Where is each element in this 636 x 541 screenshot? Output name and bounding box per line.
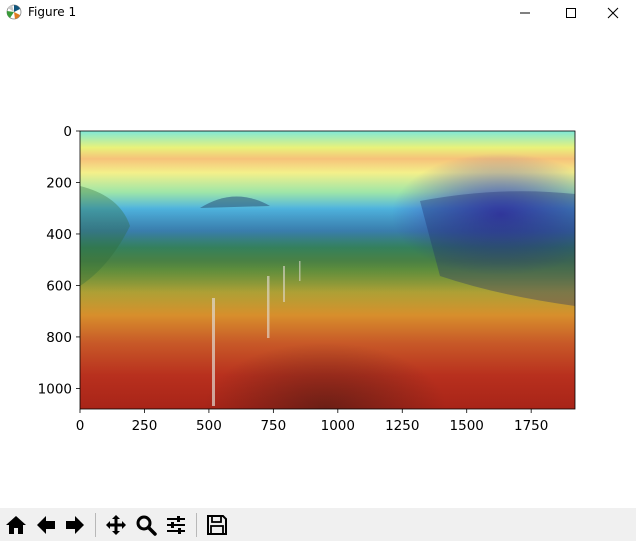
x-tick-label: 1750 (514, 418, 548, 434)
close-icon (607, 7, 619, 19)
forward-arrow-icon (66, 516, 84, 534)
window-title: Figure 1 (28, 5, 77, 19)
heatmap-overlay-image (80, 131, 575, 409)
figure-canvas[interactable]: 0 250 500 750 1000 1250 1500 1750 0 200 400 600 800… (0, 26, 636, 508)
x-tick-label: 0 (76, 418, 85, 434)
toolbar-separator (95, 513, 96, 537)
close-button[interactable] (590, 0, 636, 26)
matplotlib-logo-icon (6, 4, 22, 20)
x-tick-label: 1000 (321, 418, 355, 434)
save-icon (207, 515, 227, 535)
configure-subplots-button[interactable] (162, 511, 190, 539)
zoom-icon (136, 515, 157, 536)
minimize-button[interactable] (502, 0, 548, 26)
back-button[interactable] (32, 511, 60, 539)
zoom-button[interactable] (132, 511, 160, 539)
pan-button[interactable] (102, 511, 130, 539)
sliders-icon (167, 516, 185, 534)
axes-svg: 0 250 500 750 1000 1250 1500 1750 0 200 400 600 800… (38, 124, 576, 434)
y-tick-label: 600 (46, 278, 72, 294)
maximize-icon (566, 8, 576, 18)
toolbar-separator (196, 513, 197, 537)
y-tick-label: 200 (46, 175, 72, 191)
back-arrow-icon (37, 516, 55, 534)
y-tick-label: 0 (63, 124, 72, 140)
y-tick-label: 800 (46, 330, 72, 346)
x-axis: 0 250 500 750 1000 1250 1500 1750 (76, 409, 548, 434)
save-button[interactable] (203, 511, 231, 539)
forward-button[interactable] (61, 511, 89, 539)
home-icon (6, 516, 26, 534)
y-tick-label: 400 (46, 227, 72, 243)
title-bar: Figure 1 (0, 0, 636, 26)
home-button[interactable] (2, 511, 30, 539)
x-tick-label: 250 (132, 418, 158, 434)
x-tick-label: 1500 (450, 418, 484, 434)
minimize-icon (520, 12, 530, 14)
x-tick-label: 500 (196, 418, 222, 434)
x-tick-label: 750 (260, 418, 286, 434)
y-tick-label: 1000 (38, 381, 72, 397)
maximize-button[interactable] (548, 0, 594, 26)
move-icon (106, 515, 126, 535)
axes-frame (79, 130, 576, 410)
navigation-toolbar (0, 508, 636, 541)
y-axis: 0 200 400 600 800 1000 (38, 124, 80, 397)
x-tick-label: 1250 (385, 418, 419, 434)
